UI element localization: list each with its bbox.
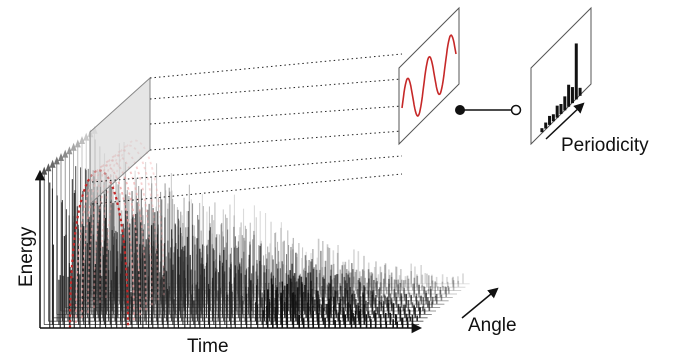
transform-connector <box>455 104 522 116</box>
layer-arrow-icon <box>45 163 52 172</box>
stacked-spectra <box>37 125 470 329</box>
layer-arrow-icon <box>53 156 60 165</box>
open-node-icon <box>510 104 522 116</box>
projection-lines <box>91 53 403 205</box>
layer-arrow-icon <box>58 153 64 161</box>
energy-axis-label: Energy <box>16 226 37 287</box>
sinusoid-panel <box>398 6 460 146</box>
spectrum-layer <box>37 170 415 329</box>
filled-node-icon <box>455 105 465 115</box>
periodicity-bars <box>540 43 582 133</box>
slice-plane <box>89 76 151 206</box>
sinusoid-curve <box>401 34 457 117</box>
angle-axis-label: Angle <box>468 315 517 336</box>
periodicity-arrow <box>545 102 585 140</box>
layer-arrow-icon <box>49 159 56 168</box>
layer-arrow-icon <box>83 132 90 141</box>
layer-arrow-icon <box>70 142 77 151</box>
layer-arrow-icon <box>74 139 81 148</box>
time-axis-label: Time <box>187 336 229 357</box>
layer-arrow-icon <box>62 149 69 158</box>
periodicity-panel <box>530 6 592 146</box>
layer-arrow-icon <box>66 146 73 155</box>
periodicity-label: Periodicity <box>561 135 649 156</box>
angle-axis-arrow <box>461 287 499 319</box>
layer-arrow-icon <box>79 136 85 144</box>
